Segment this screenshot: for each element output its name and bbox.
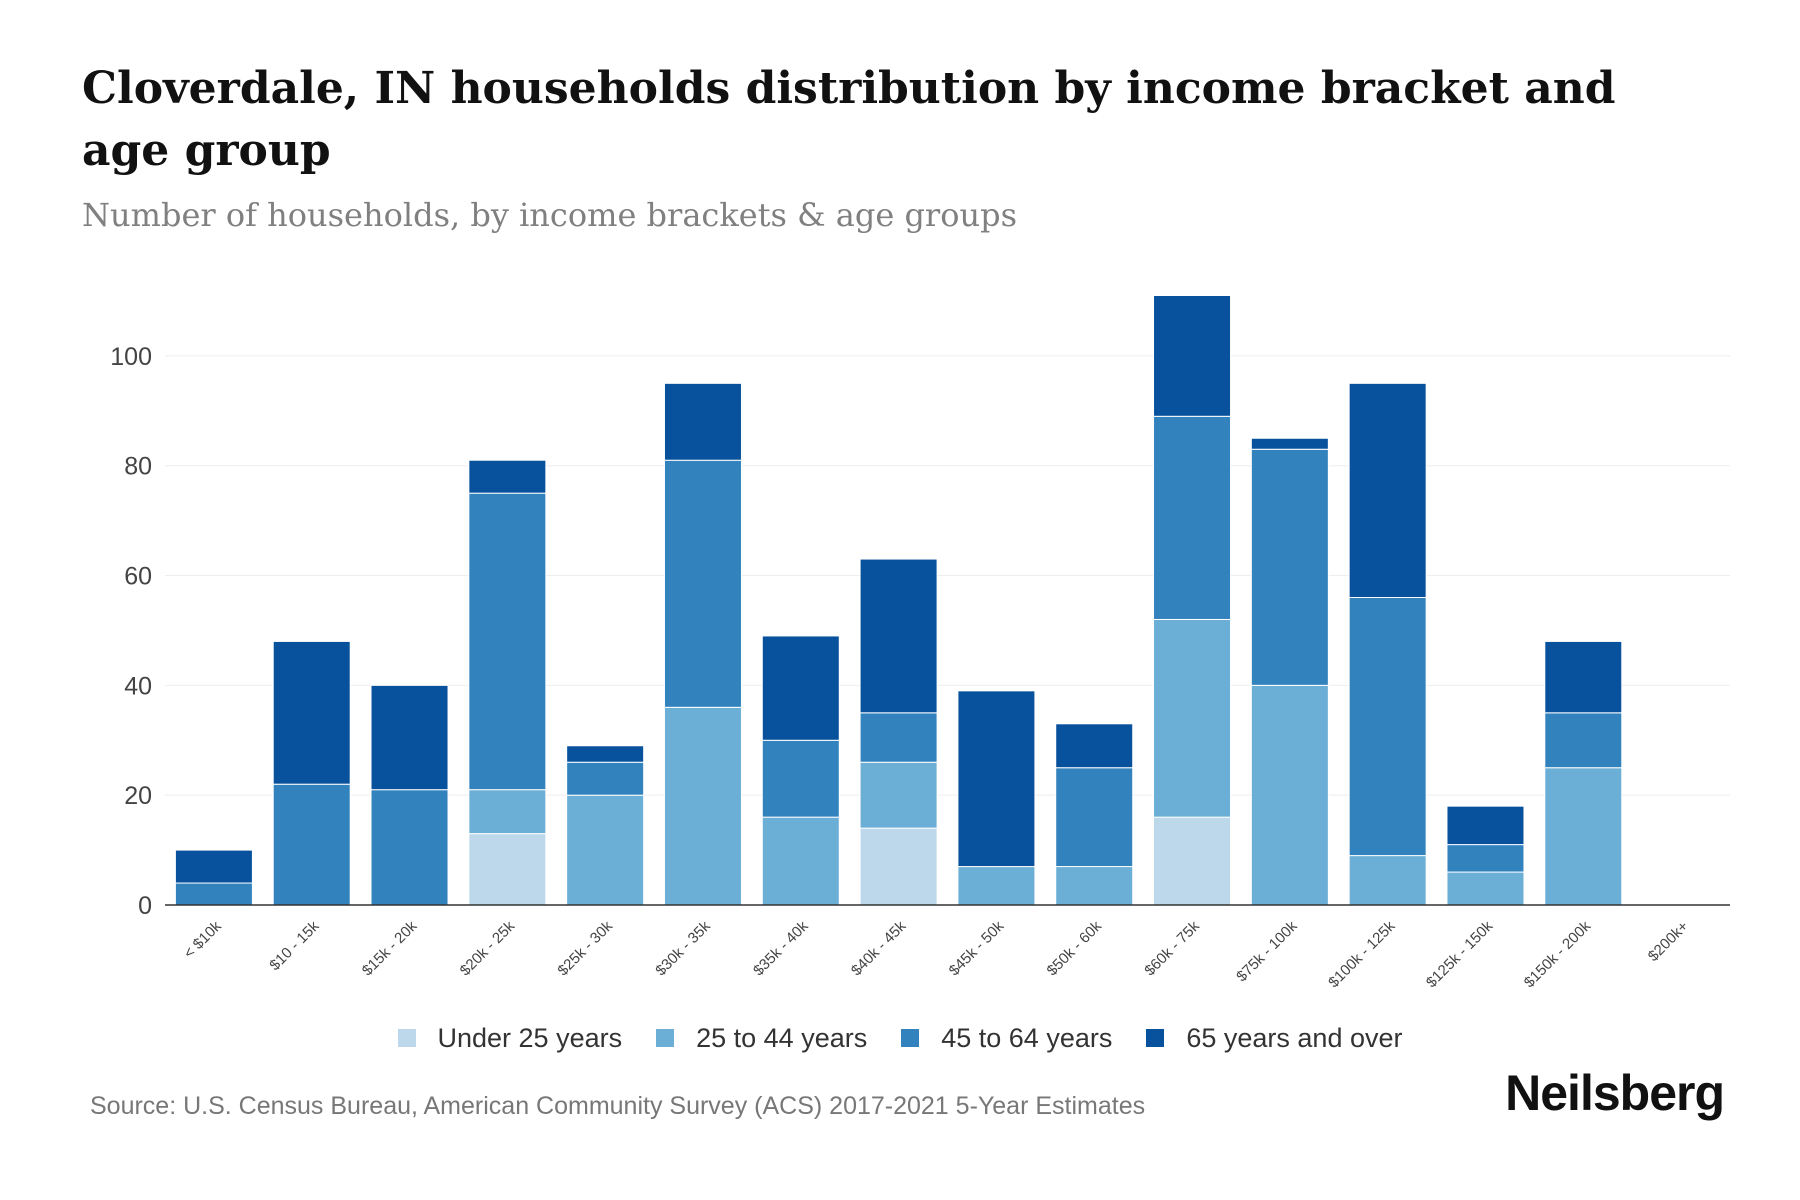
bar-segment-8-1 <box>957 866 1036 906</box>
bar-segment-4-2 <box>566 761 645 796</box>
bar-segment-12-1 <box>1348 855 1427 906</box>
bar-segment-14-1 <box>1544 767 1623 906</box>
legend: Under 25 years 25 to 44 years 45 to 64 yea… <box>0 1018 1800 1058</box>
bar-segment-10-0 <box>1153 816 1232 906</box>
bar-segment-5-1 <box>663 706 742 906</box>
bar-segment-4-3 <box>566 745 645 763</box>
bar-segment-11-3 <box>1250 437 1329 450</box>
x-tick-label-8: $45k - 50k <box>946 917 1008 979</box>
legend-item-1: 25 to 44 years <box>656 1023 867 1054</box>
bar-segment-5-3 <box>663 382 742 461</box>
bar-segment-3-3 <box>468 459 547 494</box>
bar-segment-12-3 <box>1348 382 1427 598</box>
x-tick-label-3: $20k - 25k <box>457 917 519 979</box>
x-tick-label-14: $150k - 200k <box>1521 917 1595 991</box>
bar-segment-6-3 <box>761 635 840 741</box>
legend-item-2: 45 to 64 years <box>901 1023 1112 1054</box>
bar-segment-12-2 <box>1348 597 1427 857</box>
legend-label-2: 45 to 64 years <box>941 1022 1113 1053</box>
x-tick-label-13: $125k - 150k <box>1423 917 1497 991</box>
bar-segment-2-2 <box>370 789 449 906</box>
bar-segment-14-3 <box>1544 640 1623 714</box>
legend-label-0: Under 25 years <box>437 1022 623 1053</box>
x-tick-label-2: $15k - 20k <box>359 917 421 979</box>
bar-segment-8-3 <box>957 690 1036 868</box>
y-tick-label-80: 80 <box>124 453 152 481</box>
legend-item-0: Under 25 years <box>397 1022 623 1054</box>
neilsberg-logo: Neilsberg <box>1505 1065 1725 1121</box>
x-tick-label-5: $30k - 35k <box>652 917 714 979</box>
bar-segment-10-1 <box>1153 618 1232 818</box>
y-tick-label-20: 20 <box>124 782 152 810</box>
bar-segment-13-2 <box>1446 844 1525 873</box>
bar-segment-6-1 <box>761 816 840 906</box>
legend-swatch-1 <box>656 1029 675 1047</box>
bar-segment-9-1 <box>1055 866 1134 906</box>
bar-segment-13-1 <box>1446 871 1525 906</box>
legend-item-3: 65 years and over <box>1146 1022 1403 1054</box>
bar-segment-10-2 <box>1153 415 1232 620</box>
bar-segment-14-2 <box>1544 712 1623 769</box>
bar-segment-2-3 <box>370 684 449 791</box>
legend-label-1: 25 to 44 years <box>696 1022 868 1053</box>
x-tick-label-0: < $10k <box>181 917 226 962</box>
x-tick-label-15: $200k+ <box>1645 918 1692 965</box>
chart-title: Cloverdale, IN households distribution b… <box>82 63 1616 176</box>
bar-segment-0-3 <box>174 849 253 884</box>
bar-segment-7-0 <box>859 827 938 906</box>
bar-segment-3-0 <box>468 833 547 906</box>
legend-label-3: 65 years and over <box>1186 1022 1403 1053</box>
x-tick-label-1: $10 - 15k <box>266 917 323 974</box>
x-tick-label-11: $75k - 100k <box>1233 917 1301 985</box>
bar-segment-7-3 <box>859 558 938 714</box>
chart-subtitle: Number of households, by income brackets… <box>82 196 1017 234</box>
bar-segment-10-3 <box>1153 294 1232 417</box>
legend-swatch-3 <box>1146 1029 1165 1047</box>
bar-segment-7-2 <box>859 712 938 763</box>
bar-segment-13-3 <box>1446 805 1525 846</box>
x-tick-label-10: $60k - 75k <box>1141 917 1203 979</box>
bar-segment-3-1 <box>468 789 547 835</box>
y-tick-label-0: 0 <box>138 892 152 920</box>
x-tick-label-7: $40k - 45k <box>848 917 910 979</box>
bar-segment-3-2 <box>468 492 547 791</box>
x-tick-label-4: $25k - 30k <box>554 917 616 979</box>
bar-segment-11-1 <box>1250 684 1329 906</box>
y-tick-label-100: 100 <box>110 343 152 371</box>
bar-segment-7-1 <box>859 761 938 829</box>
y-tick-label-40: 40 <box>124 672 152 700</box>
bar-segment-9-2 <box>1055 767 1134 868</box>
bar-segment-6-2 <box>761 739 840 818</box>
x-tick-label-6: $35k - 40k <box>750 917 812 979</box>
bar-segment-1-3 <box>272 640 351 785</box>
bar-segment-0-2 <box>174 882 253 906</box>
source-note: Source: U.S. Census Bureau, American Com… <box>90 1092 1146 1120</box>
bar-segment-4-1 <box>566 794 645 906</box>
bar-segment-11-2 <box>1250 448 1329 686</box>
y-tick-label-60: 60 <box>124 563 152 591</box>
legend-swatch-2 <box>901 1029 920 1047</box>
stacked-bar-chart: 0 20 40 60 80 100 < $10k $10 - 15k $15k - 20k $20… <box>110 294 1730 991</box>
x-tick-label-12: $100k - 125k <box>1325 917 1399 991</box>
bar-segment-1-2 <box>272 783 351 906</box>
bar-segment-9-3 <box>1055 723 1134 769</box>
legend-swatch-0 <box>397 1029 416 1047</box>
x-tick-label-9: $50k - 60k <box>1043 917 1105 979</box>
bar-segment-5-2 <box>663 459 742 708</box>
